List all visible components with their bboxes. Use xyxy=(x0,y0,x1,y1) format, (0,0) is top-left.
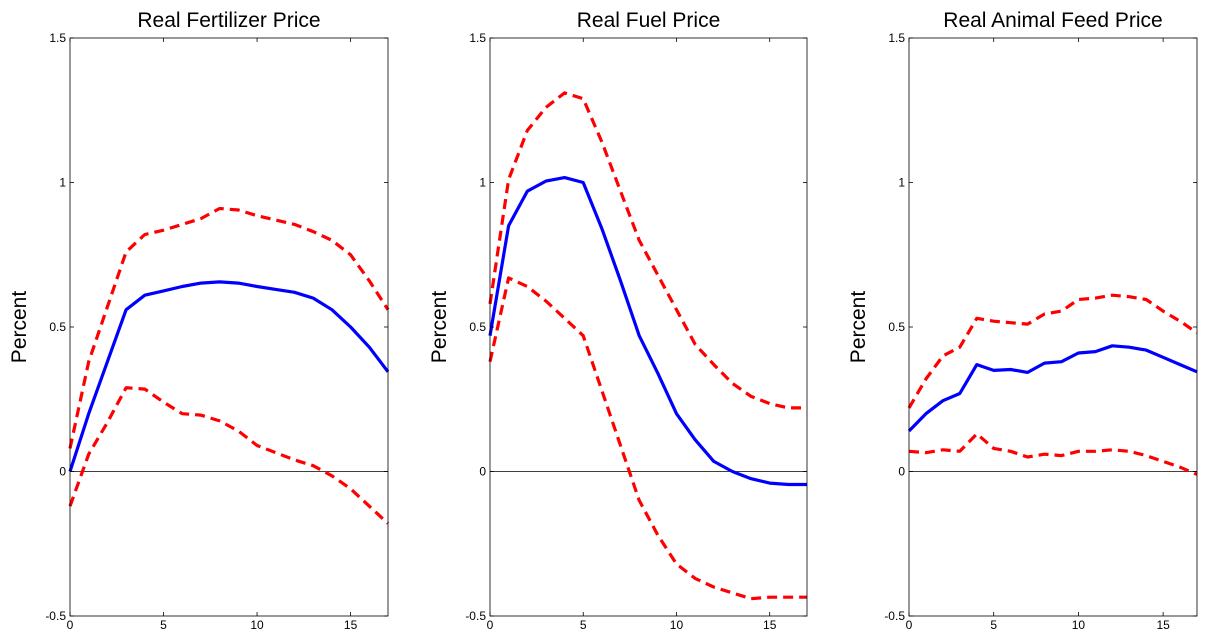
y-tick-label: 1 xyxy=(479,176,486,190)
series-line-lower-band xyxy=(908,432,1198,476)
y-tick-label: 0 xyxy=(479,465,486,479)
y-axis-label: Percent xyxy=(428,291,451,364)
series-line-upper-band xyxy=(907,293,1198,409)
y-tick-label: 1.5 xyxy=(49,31,66,45)
x-tick-label: 0 xyxy=(906,618,913,632)
plot-frame xyxy=(908,37,1198,617)
x-tick-label: 0 xyxy=(67,618,74,632)
y-tick-label: 1.5 xyxy=(469,31,486,45)
y-axis-label: Percent xyxy=(8,291,31,364)
x-tick-label: 10 xyxy=(250,618,264,632)
chart-title: Real Fuel Price xyxy=(577,9,721,32)
chart-title: Real Animal Feed Price xyxy=(943,9,1162,32)
series-line-irf xyxy=(488,176,807,487)
y-tick-label: 1.5 xyxy=(888,31,905,45)
x-tick-label: 0 xyxy=(487,618,494,632)
series-line-lower-band xyxy=(488,276,807,601)
x-tick-label: 10 xyxy=(670,618,684,632)
y-tick-label: 1 xyxy=(898,176,905,190)
panel-real-fuel-price: Real Fuel Price Percent -0.500.511.50 5 10… xyxy=(428,9,808,632)
series-line-upper-band xyxy=(488,91,807,410)
x-tick-label: 15 xyxy=(344,618,358,632)
y-axis-label: Percent xyxy=(847,291,870,364)
x-tick-label: 5 xyxy=(160,618,167,632)
y-tick-label: 1 xyxy=(59,176,66,190)
y-tick-label: -0.5 xyxy=(45,609,66,623)
series-line-upper-band xyxy=(68,206,390,449)
y-tick-label: 0.5 xyxy=(888,320,905,334)
series-line-irf xyxy=(907,344,1198,433)
chart-title: Real Fertilizer Price xyxy=(137,9,320,32)
y-tick-label: 0.5 xyxy=(49,320,66,334)
y-tick-label: -0.5 xyxy=(465,609,486,623)
x-tick-label: 5 xyxy=(990,618,997,632)
panel-real-animal-feed-price: Real Animal Feed Price Percent -0.500.51… xyxy=(847,9,1198,632)
y-tick-label: 0 xyxy=(898,465,905,479)
plot-frame xyxy=(489,37,808,617)
x-tick-label: 5 xyxy=(580,618,587,632)
panel-real-fertilizer-price: Real Fertilizer Price Percent -0.500.511… xyxy=(8,9,390,632)
x-tick-label: 15 xyxy=(1156,618,1170,632)
y-tick-label: -0.5 xyxy=(884,609,905,623)
y-tick-label: 0.5 xyxy=(469,320,486,334)
plot-frame xyxy=(69,37,389,617)
x-tick-label: 10 xyxy=(1072,618,1086,632)
y-tick-label: 0 xyxy=(59,465,66,479)
x-tick-label: 15 xyxy=(763,618,777,632)
series-line-irf xyxy=(68,280,390,472)
series-line-lower-band xyxy=(68,386,390,525)
